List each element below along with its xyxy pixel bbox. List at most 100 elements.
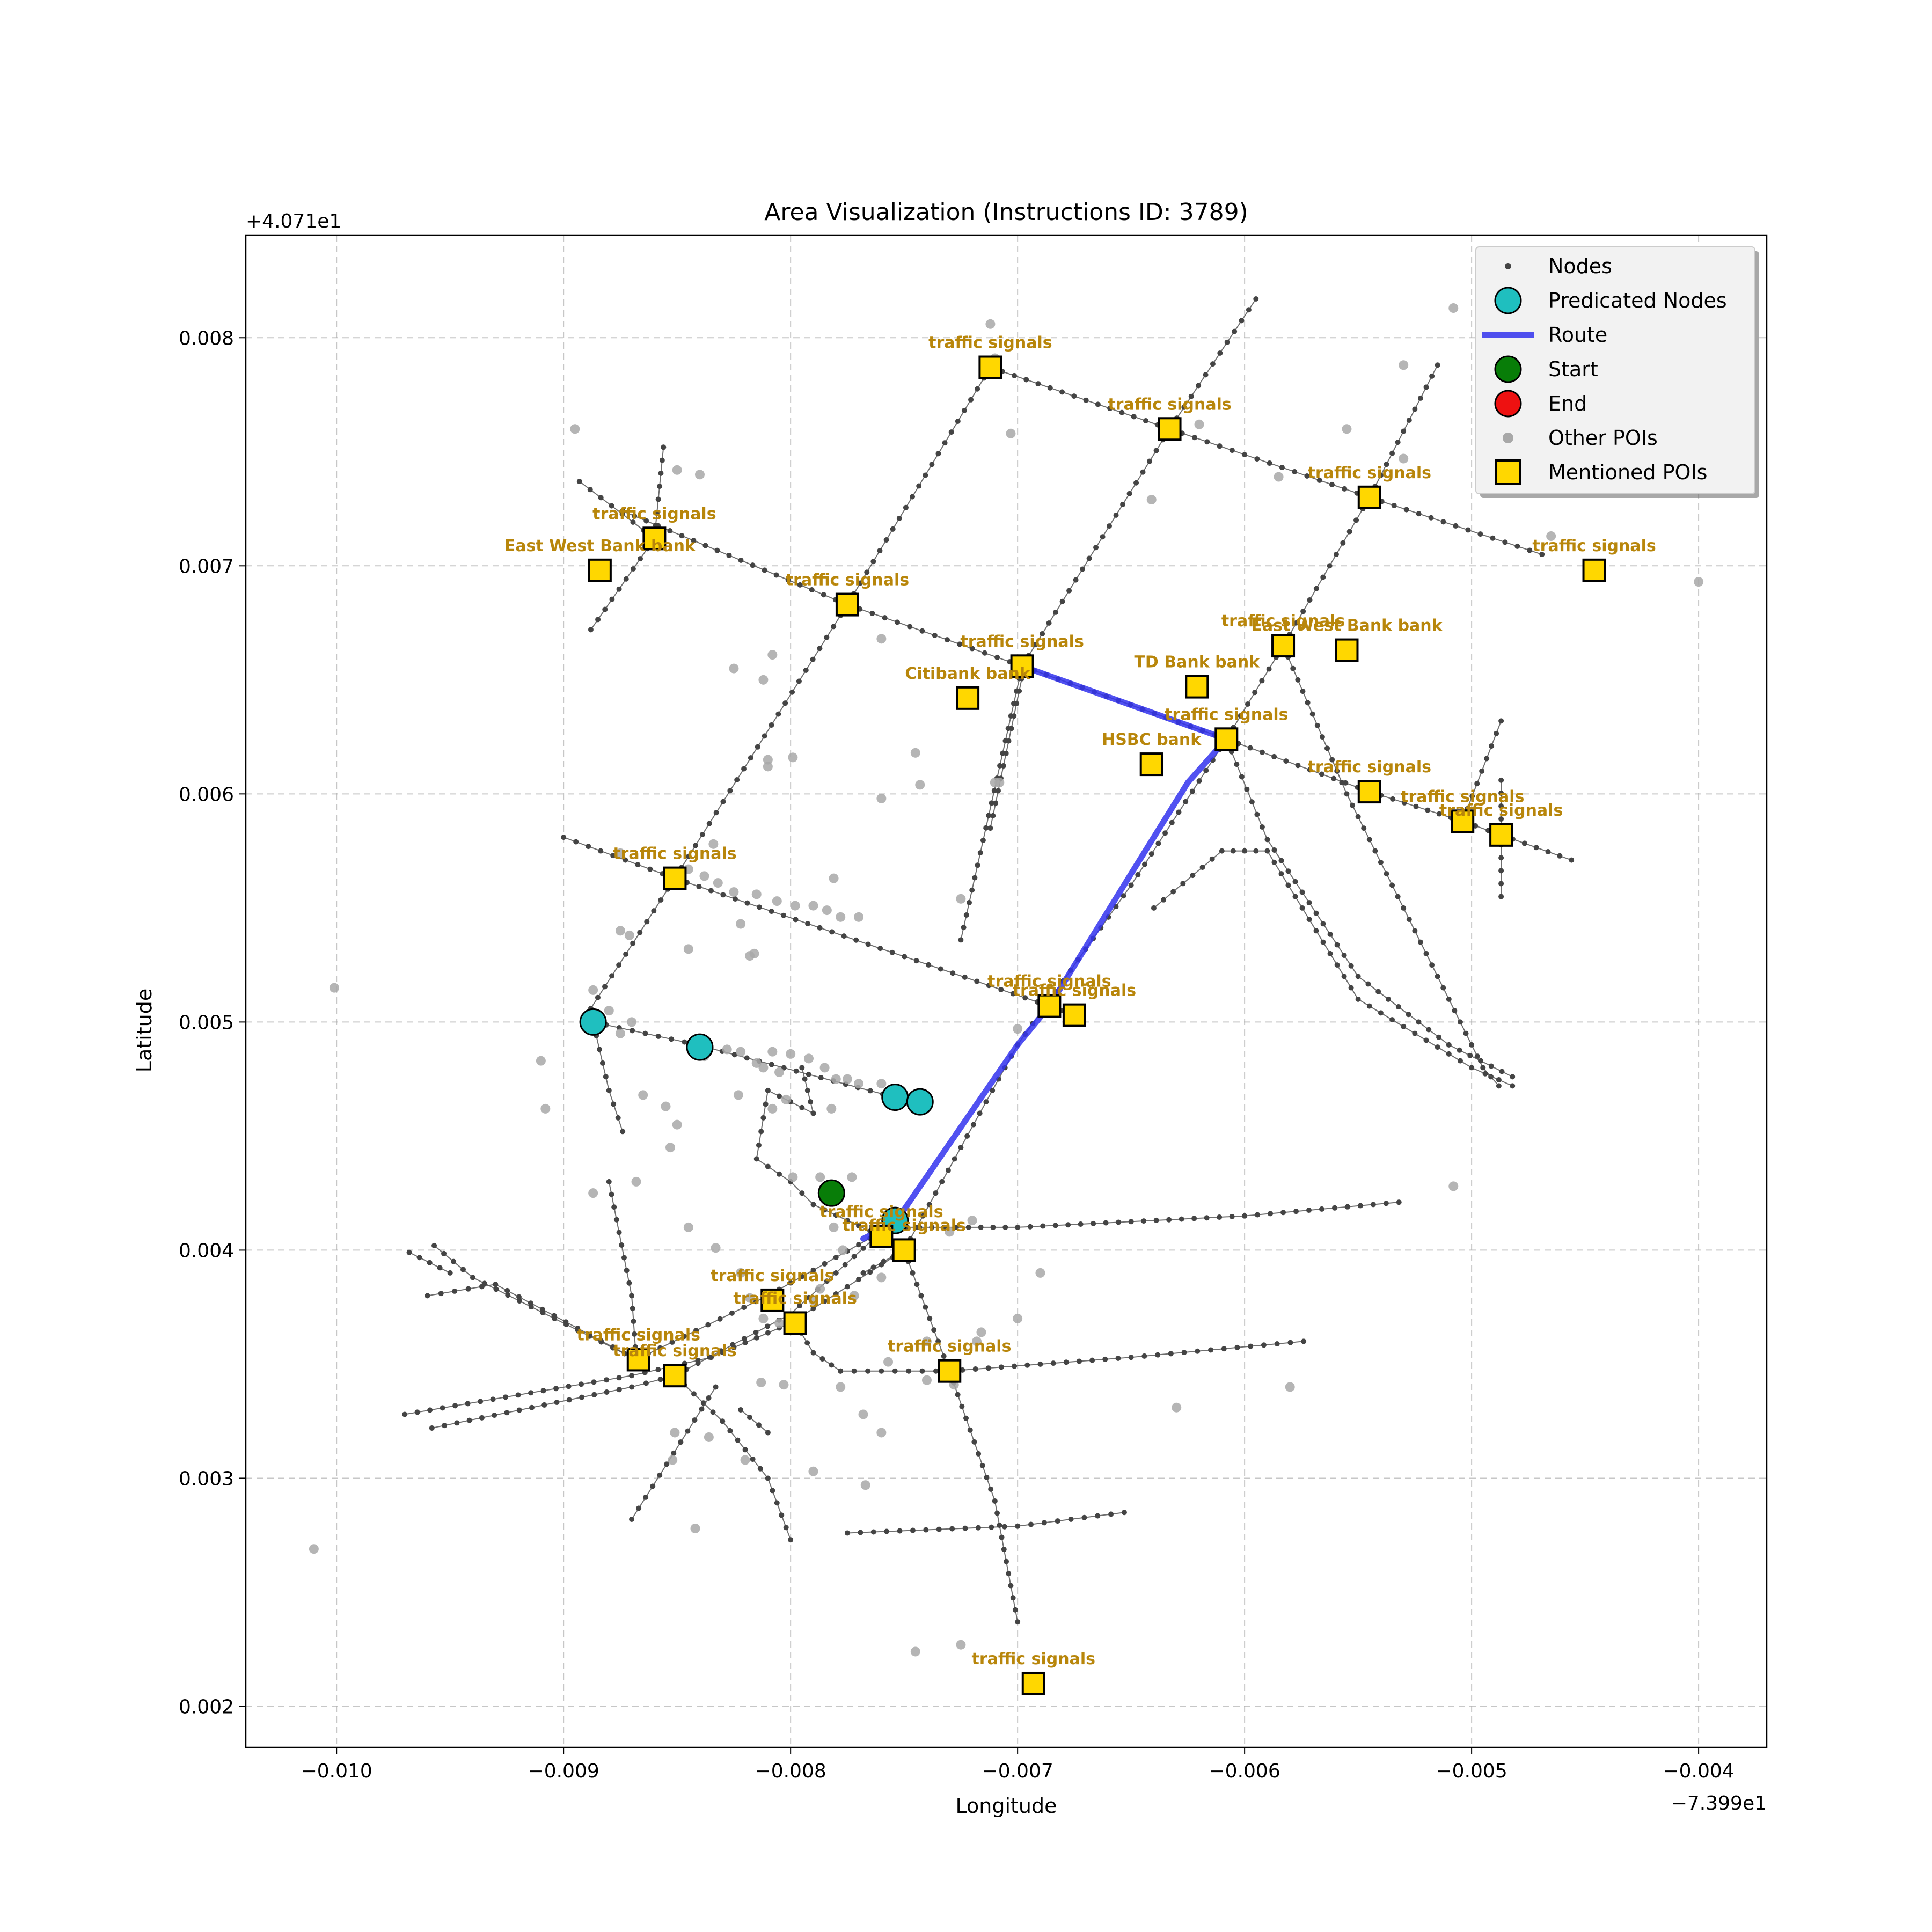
other-poi — [713, 878, 723, 888]
node-dot — [1153, 1217, 1159, 1223]
y-tick-label: 0.005 — [179, 1012, 234, 1034]
node-dot — [983, 825, 989, 831]
node-dot — [657, 1472, 663, 1478]
predicated-nodes-layer — [579, 1008, 934, 1234]
node-dot — [516, 1294, 522, 1300]
node-dot — [1406, 417, 1412, 423]
node-dot — [760, 1115, 766, 1121]
node-dot — [1416, 511, 1422, 517]
other-poi — [849, 1291, 859, 1301]
node-dot — [1191, 1216, 1197, 1221]
node-dot — [966, 899, 972, 905]
y-tick-label: 0.006 — [179, 784, 234, 806]
node-dot — [1035, 381, 1041, 387]
node-dot — [1357, 1203, 1363, 1209]
node-dot — [883, 537, 889, 543]
node-dot — [1274, 1341, 1280, 1347]
node-dot — [1307, 597, 1313, 603]
node-dot — [1128, 1219, 1134, 1225]
node-dot — [1140, 469, 1146, 475]
node-dot — [1230, 848, 1236, 854]
node-dot — [1266, 666, 1272, 672]
node-dot — [1477, 531, 1483, 537]
node-dot — [1102, 1356, 1108, 1362]
node-dot — [598, 1339, 604, 1345]
node-dot — [984, 1474, 990, 1480]
node-dot — [967, 1427, 973, 1433]
plot-frame — [245, 234, 1768, 1748]
node-dot — [1334, 942, 1340, 948]
node-dot — [770, 1488, 775, 1494]
node-dot — [744, 900, 750, 906]
other-poi — [808, 901, 818, 911]
node-dot — [604, 1377, 610, 1383]
node-dot — [1313, 586, 1319, 591]
node-dot — [897, 1528, 903, 1534]
node-dot — [931, 1327, 937, 1333]
node-dot — [1016, 688, 1022, 694]
node-dot — [919, 628, 925, 634]
node-dot — [1217, 443, 1223, 449]
node-dot — [955, 1392, 961, 1397]
node-dot — [756, 1142, 762, 1148]
node-dot — [669, 1339, 675, 1345]
node-dot — [621, 1351, 627, 1357]
node-dot — [942, 440, 948, 446]
node-dot — [902, 954, 908, 960]
node-dot — [1478, 1058, 1484, 1064]
node-dot — [447, 1270, 453, 1276]
legend-nodes-label: Nodes — [1548, 254, 1612, 278]
node-dot — [1391, 502, 1397, 508]
other-poi — [847, 1172, 857, 1182]
node-dot — [729, 1310, 735, 1316]
node-dot — [540, 1309, 546, 1315]
node-dot — [1539, 552, 1545, 558]
node-dot — [1425, 807, 1431, 813]
node-dot — [579, 1394, 585, 1400]
node-dot — [1339, 780, 1345, 786]
mentioned-poi — [1010, 654, 1034, 678]
node-dot — [977, 1110, 983, 1116]
node-dot — [1147, 458, 1153, 464]
node-dot — [691, 1391, 697, 1397]
node-dot — [793, 917, 799, 923]
node-dot — [1436, 811, 1442, 817]
node-dot — [655, 1366, 661, 1372]
mentioned-poi-label: traffic signals — [842, 1216, 965, 1235]
node-dot — [493, 1286, 499, 1292]
node-dot — [1401, 800, 1407, 806]
node-dot — [1008, 726, 1014, 731]
node-dot — [753, 1329, 759, 1335]
other-poi — [854, 912, 864, 922]
other-poi — [736, 919, 746, 929]
node-dot — [718, 1348, 724, 1354]
node-dot — [1341, 953, 1347, 958]
node-dot — [969, 646, 975, 652]
node-dot — [1219, 848, 1225, 854]
node-dot — [1334, 768, 1340, 774]
node-dot — [1355, 996, 1361, 1002]
node-dot — [753, 1156, 759, 1162]
node-dot — [503, 1394, 509, 1400]
other-poi — [668, 1455, 678, 1465]
node-dot — [1313, 910, 1319, 916]
node-dot — [1229, 1213, 1235, 1219]
node-dot — [1375, 989, 1381, 994]
node-dot — [1527, 547, 1533, 553]
node-dot — [765, 1330, 771, 1336]
other-poi — [945, 1227, 955, 1237]
node-dot — [1490, 535, 1496, 541]
node-dot — [856, 1276, 862, 1282]
mentioned-poi — [1158, 417, 1182, 441]
node-dot — [630, 566, 636, 572]
node-dot — [965, 1224, 971, 1230]
node-dot — [621, 1255, 627, 1261]
node-dot — [1423, 1037, 1429, 1043]
other-poi — [624, 930, 634, 940]
node-dot — [1052, 1223, 1058, 1228]
predicated-node — [881, 1084, 909, 1111]
axis-ticks: −0.010 −0.009 −0.008 −0.007 −0.006 −0.005 −0.0… — [179, 327, 1735, 1782]
node-dot — [817, 925, 823, 931]
node-dot — [1489, 743, 1495, 749]
node-dot — [1242, 1213, 1248, 1219]
